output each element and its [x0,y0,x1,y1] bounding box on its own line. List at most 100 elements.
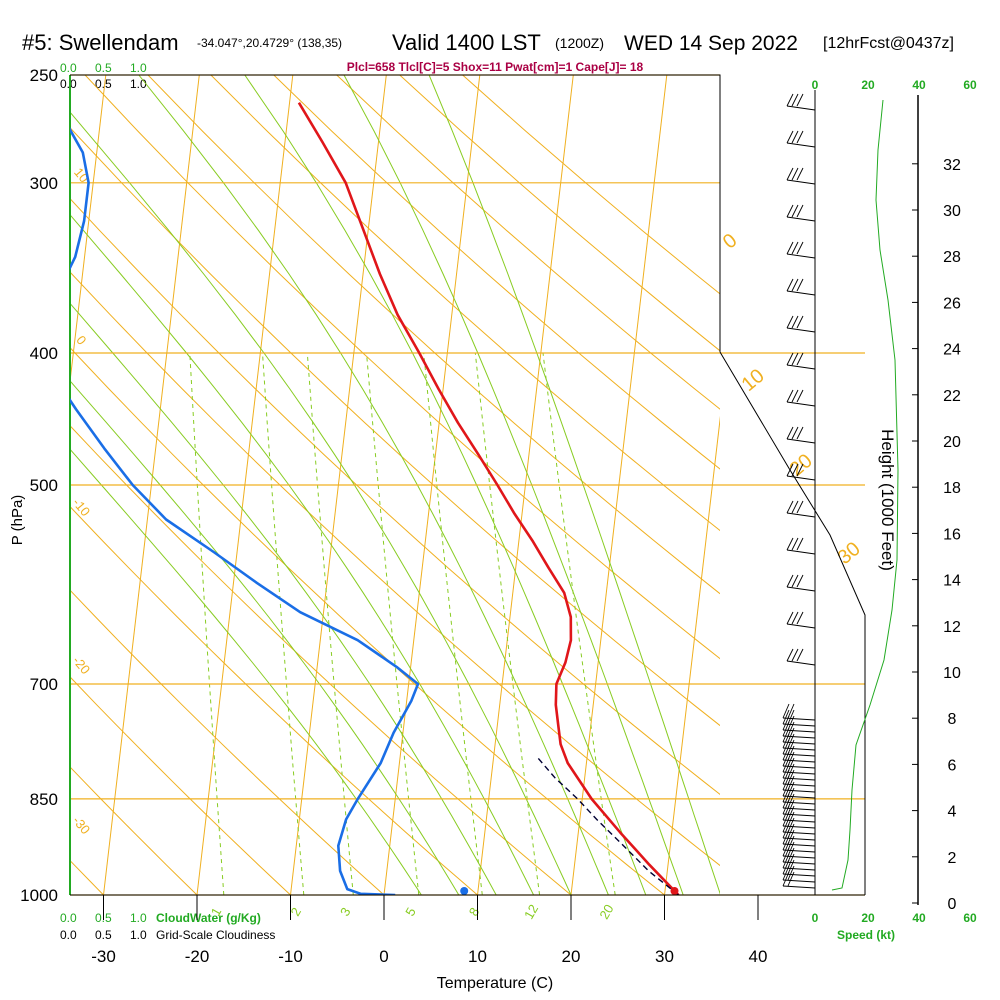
sounding-traces [70,102,680,895]
barb-shaft [786,401,816,407]
pressure-tick-label: 700 [30,675,58,694]
barb-flag [796,426,804,440]
wind-barb [786,426,816,444]
height-tick-label: 8 [948,711,957,728]
barb-flag [791,167,799,181]
barb-flag [782,751,790,767]
wind-barb [786,93,816,111]
cloudwater-scale-0: 0.0 [60,61,77,75]
wind-speed-profile [831,99,899,891]
cloudwater-scale-2: 1.0 [130,911,147,925]
speed-tick-label-bottom: 0 [812,911,819,925]
barb-flag [786,500,794,514]
barb-shaft [786,364,816,370]
barb-flag [787,751,795,767]
cloudiness-scale-1: 0.5 [95,928,112,942]
height-tick-label: 6 [948,757,957,774]
height-tick-label: 18 [943,480,961,497]
barb-flag [786,278,794,292]
barb-flag [787,787,795,803]
height-axis-label: Height (1000 Feet) [878,429,897,571]
barb-flag [796,611,804,625]
cloudiness-label: Grid-Scale Cloudiness [156,928,275,942]
barb-flag [791,241,799,255]
barb-flag [796,500,804,514]
dry-adiabat [70,197,720,796]
barb-flag [796,352,804,366]
speed-tick-label-bottom: 60 [963,911,977,925]
temperature-tick-label: 20 [562,947,581,966]
height-tick-label: 10 [943,665,961,682]
dry-adiabat [70,346,665,895]
speed-tick-label-top: 0 [812,78,819,92]
barb-flag [787,811,795,827]
speed-tick-label-top: 20 [861,78,875,92]
height-tick-label: 2 [948,850,957,867]
barb-flag [796,648,804,662]
barb-flag [796,463,804,477]
cloudwater-scale-2: 1.0 [130,61,147,75]
barb-shaft [786,586,816,592]
barb-flag [782,745,790,761]
barb-flag [787,745,795,761]
barb-flag [782,787,790,803]
barb-shaft [786,512,816,518]
barb-flag [796,241,804,255]
temperature-tick-label: 0 [379,947,388,966]
dry-adiabat [70,589,385,895]
temperature-tick-label: 40 [749,947,768,966]
barb-shaft [786,253,816,259]
barb-flag [787,835,795,851]
barb-flag [791,537,799,551]
barb-flag [787,841,795,857]
barb-flag [782,871,790,887]
utc-time: (1200Z) [555,35,604,51]
barb-flag [787,805,795,821]
barb-flag [786,574,794,588]
barb-flag [791,278,799,292]
moist-adiabat [70,302,497,895]
wind-barb [786,537,816,555]
barb-flag [787,799,795,815]
barb-flag [787,817,795,833]
barb-flag [791,574,799,588]
barb-flag [791,93,799,107]
barb-flag [796,574,804,588]
dry-adiabat [336,75,720,410]
barb-flag [786,426,794,440]
barb-shaft [786,660,816,666]
height-tick-label: 30 [943,203,961,220]
barb-flag [782,859,790,875]
barb-flag [782,715,790,731]
wind-barb [786,463,816,481]
barb-flag [786,315,794,329]
cloudiness-scale-0: 0.0 [60,77,77,91]
barb-flag [782,865,790,881]
barb-shaft [786,549,816,555]
barb-flag [782,733,790,749]
temperature-trace [297,102,680,895]
barb-flag [787,757,795,773]
barb-flag [782,841,790,857]
barb-flag [787,709,795,725]
barb-flag [787,769,795,785]
height-tick-label: 14 [943,573,961,590]
barb-shaft [786,475,816,481]
barb-flag [787,739,795,755]
barb-flag [786,204,794,218]
pressure-tick-label: 500 [30,476,58,495]
moist-adiabat [428,75,720,895]
barb-flag [782,703,790,719]
barb-flag [787,853,795,869]
temperature-tick-label: -30 [91,947,116,966]
wind-barb [786,204,816,222]
barb-flag [791,130,799,144]
speed-tick-label-top: 40 [912,78,926,92]
barb-flag [787,865,795,881]
parcel-trace [535,755,679,895]
moist-adiabat [244,75,647,895]
cloudwater-scale-0: 0.0 [60,911,77,925]
